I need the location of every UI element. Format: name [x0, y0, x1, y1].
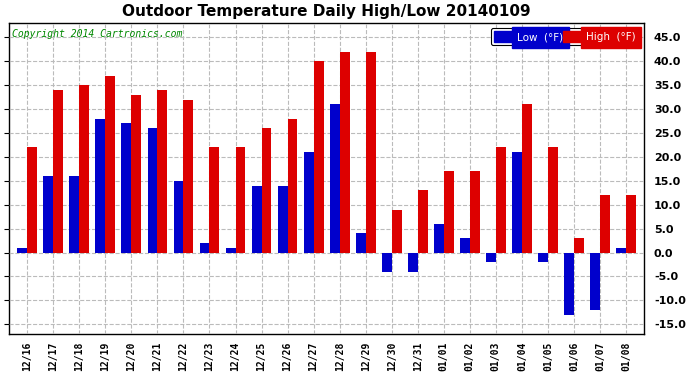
Title: Outdoor Temperature Daily High/Low 20140109: Outdoor Temperature Daily High/Low 20140…: [122, 4, 531, 19]
Bar: [392, 210, 402, 252]
Bar: [548, 147, 558, 252]
Bar: [252, 186, 262, 252]
Bar: [590, 252, 600, 310]
Bar: [70, 176, 79, 252]
Legend: Low  (°F), High  (°F): Low (°F), High (°F): [491, 28, 639, 45]
Bar: [522, 104, 532, 252]
Bar: [157, 90, 167, 252]
Bar: [417, 190, 428, 252]
Bar: [356, 233, 366, 252]
Bar: [314, 62, 324, 252]
Bar: [574, 238, 584, 252]
Bar: [210, 147, 219, 252]
Bar: [121, 123, 131, 252]
Bar: [564, 252, 574, 315]
Bar: [79, 85, 89, 252]
Bar: [174, 181, 184, 252]
Bar: [382, 252, 392, 272]
Bar: [470, 171, 480, 252]
Bar: [288, 119, 297, 252]
Bar: [226, 248, 235, 252]
Bar: [17, 248, 27, 252]
Bar: [460, 238, 470, 252]
Bar: [339, 52, 350, 252]
Bar: [408, 252, 417, 272]
Text: Copyright 2014 Cartronics.com: Copyright 2014 Cartronics.com: [12, 29, 183, 39]
Bar: [262, 128, 271, 252]
Bar: [304, 152, 314, 252]
Bar: [106, 76, 115, 252]
Bar: [95, 119, 106, 252]
Bar: [616, 248, 626, 252]
Bar: [512, 152, 522, 252]
Bar: [626, 195, 636, 252]
Bar: [235, 147, 246, 252]
Bar: [538, 252, 548, 262]
Bar: [496, 147, 506, 252]
Bar: [366, 52, 375, 252]
Bar: [330, 104, 339, 252]
Bar: [444, 171, 453, 252]
Bar: [486, 252, 496, 262]
Bar: [600, 195, 610, 252]
Bar: [277, 186, 288, 252]
Bar: [53, 90, 63, 252]
Bar: [199, 243, 210, 252]
Bar: [131, 95, 141, 252]
Bar: [27, 147, 37, 252]
Bar: [43, 176, 53, 252]
Bar: [148, 128, 157, 252]
Bar: [184, 100, 193, 252]
Bar: [434, 224, 444, 252]
